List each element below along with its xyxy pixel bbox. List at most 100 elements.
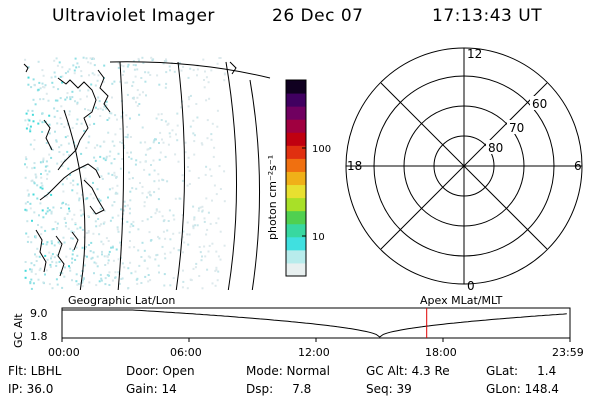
emission-pixel [71, 237, 74, 240]
emission-pixel [181, 179, 184, 182]
emission-pixel [51, 148, 54, 151]
emission-pixel [213, 146, 216, 149]
emission-pixel [200, 142, 203, 145]
emission-pixel [82, 56, 85, 59]
emission-pixel [46, 165, 49, 168]
emission-pixel [83, 254, 86, 257]
emission-pixel [134, 64, 137, 67]
emission-pixel [121, 142, 124, 144]
emission-pixel [101, 108, 104, 111]
emission-pixel [158, 237, 161, 240]
emission-pixel [143, 249, 146, 252]
emission-pixel [210, 138, 213, 141]
emission-pixel [72, 249, 75, 252]
emission-pixel [82, 213, 85, 216]
emission-pixel [25, 158, 28, 161]
emission-pixel [27, 123, 29, 126]
emission-pixel [194, 224, 197, 227]
emission-pixel [51, 260, 54, 263]
emission-pixel [54, 220, 57, 223]
emission-pixel [165, 59, 168, 62]
map-grid-arc [175, 61, 186, 290]
map-grid-arc [225, 61, 237, 290]
emission-pixel [71, 90, 74, 93]
emission-pixel [78, 89, 81, 92]
emission-pixel [136, 68, 139, 71]
emission-pixel [108, 271, 111, 274]
emission-pixel [114, 114, 117, 117]
emission-pixel [131, 187, 134, 190]
emission-pixel [202, 58, 205, 61]
emission-pixel [34, 103, 37, 106]
emission-pixel [215, 268, 218, 271]
emission-pixel [50, 212, 53, 215]
emission-pixel [44, 165, 47, 168]
emission-pixel [44, 169, 47, 172]
emission-pixel [68, 210, 71, 213]
emission-pixel [156, 74, 159, 77]
emission-pixel [84, 177, 87, 180]
emission-pixel [135, 159, 138, 162]
emission-pixel [113, 158, 116, 160]
emission-pixel [158, 179, 160, 182]
emission-pixel [109, 219, 112, 222]
emission-pixel [56, 254, 59, 256]
emission-pixel [214, 269, 217, 272]
emission-pixel [121, 139, 124, 142]
emission-pixel [92, 197, 95, 200]
emission-pixel [126, 81, 129, 84]
emission-pixel [113, 174, 116, 177]
emission-pixel [144, 153, 147, 156]
emission-pixel [41, 161, 44, 164]
emission-pixel [155, 117, 158, 120]
emission-pixel [141, 220, 144, 222]
coastline [229, 61, 237, 75]
emission-pixel [72, 184, 75, 187]
emission-pixel [41, 130, 44, 133]
x-tick-label: 00:00 [48, 346, 80, 359]
mlt-label-6: 6 [574, 159, 582, 173]
emission-pixel [157, 187, 160, 190]
emission-pixel [42, 216, 45, 219]
emission-pixel [184, 151, 187, 154]
emission-pixel [48, 123, 51, 126]
emission-pixel [55, 57, 58, 60]
emission-pixel [76, 254, 79, 257]
emission-pixel [140, 77, 143, 79]
emission-pixel [135, 187, 138, 190]
emission-pixel [27, 83, 30, 86]
emission-pixel [68, 265, 70, 268]
emission-pixel [190, 279, 193, 282]
app-title: Ultraviolet Imager [52, 6, 215, 26]
emission-pixel [78, 197, 81, 200]
colorbar-cell [286, 210, 306, 225]
emission-pixel [210, 133, 213, 136]
emission-pixel [150, 216, 153, 218]
emission-pixel [41, 112, 43, 115]
colorbar: 100 10 photon cm⁻²s⁻¹ [266, 79, 331, 277]
emission-pixel [45, 243, 48, 246]
emission-pixel [193, 216, 196, 219]
emission-pixel [55, 140, 58, 143]
emission-pixel [32, 282, 35, 285]
emission-pixel [127, 63, 130, 66]
emission-pixel [66, 92, 69, 95]
emission-pixel [103, 255, 106, 258]
emission-pixel [110, 112, 113, 115]
emission-pixel [96, 188, 99, 191]
emission-pixel [216, 279, 219, 282]
emission-pixel [87, 230, 90, 232]
emission-pixel [219, 258, 222, 261]
emission-pixel [43, 86, 46, 89]
emission-pixel [73, 213, 76, 216]
emission-pixel [36, 197, 39, 200]
emission-pixel [182, 230, 185, 233]
emission-pixel [38, 214, 40, 217]
emission-pixel [68, 110, 71, 113]
emission-pixel [30, 86, 33, 89]
emission-pixel [102, 80, 105, 83]
emission-pixel [128, 231, 131, 234]
emission-pixel [66, 212, 69, 215]
emission-pixel [80, 70, 83, 73]
emission-pixel [201, 287, 204, 290]
